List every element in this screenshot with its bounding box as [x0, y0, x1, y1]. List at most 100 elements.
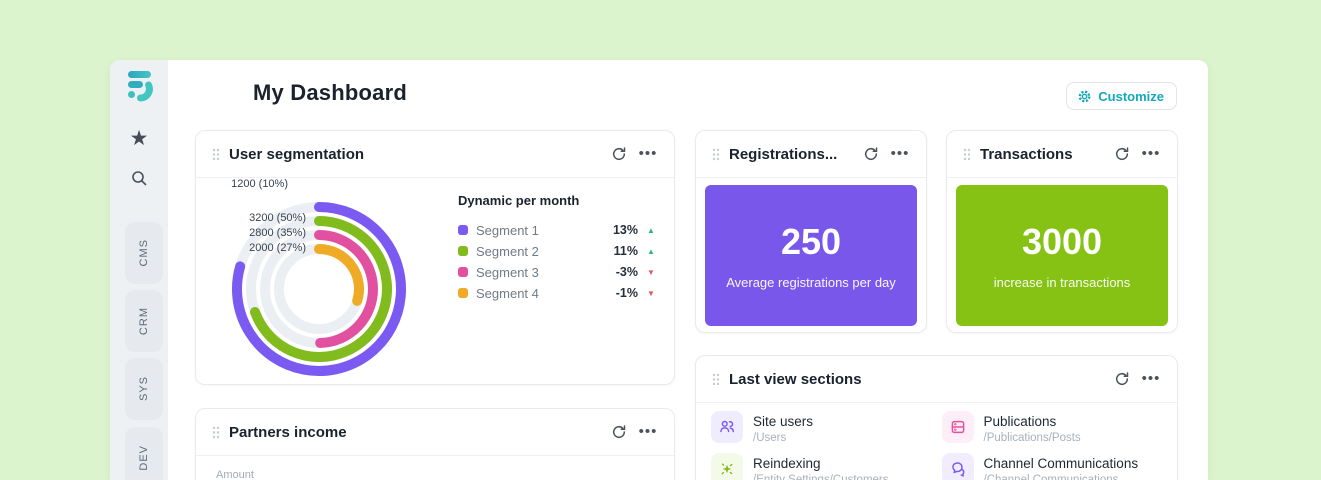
app-window: ★ CMS CRM SYS DEV My Dashboard Customize…	[110, 60, 1208, 480]
refresh-button[interactable]	[609, 144, 629, 164]
stat-caption: Average registrations per day	[726, 275, 896, 290]
y-axis-label: Amount	[216, 469, 254, 480]
logo-icon	[128, 71, 153, 102]
sparkle-icon	[711, 453, 743, 480]
card-user-segmentation: User segmentation ••• 3200 (50%) 2800 (3…	[195, 130, 675, 385]
drag-handle-icon[interactable]	[963, 148, 971, 161]
refresh-icon	[1115, 147, 1129, 160]
legend-label: Segment 3	[476, 264, 539, 280]
item-path: /Entity Settings/Customers	[753, 474, 889, 480]
drag-handle-icon[interactable]	[712, 373, 720, 386]
item-path: /Users	[753, 432, 787, 444]
drag-handle-icon[interactable]	[212, 148, 220, 161]
card-title: Transactions	[980, 145, 1073, 163]
drag-handle-icon[interactable]	[712, 148, 720, 161]
registrations-stat-block: 250 Average registrations per day	[705, 185, 917, 326]
card-title: Registrations...	[729, 145, 838, 163]
legend-row: Segment 1 13% ▲	[458, 222, 656, 238]
item-path: /Publications/Posts	[983, 432, 1081, 444]
chat-bubbles-icon	[941, 453, 974, 480]
ring-value-label: 1200 (10%)	[231, 178, 288, 190]
page-title: My Dashboard	[253, 80, 407, 105]
refresh-button[interactable]	[861, 144, 881, 164]
stat-value: 250	[780, 221, 842, 262]
legend-label: Segment 4	[476, 285, 539, 301]
legend-marker	[458, 246, 468, 256]
item-path: /Channel Communications	[983, 474, 1119, 480]
list-item-reindexing[interactable]: Reindexing /Entity Settings/Customers	[711, 453, 932, 480]
card-header: User segmentation •••	[196, 131, 674, 178]
legend-row: Segment 2 11% ▲	[458, 243, 656, 259]
legend-row: Segment 3 -3% ▼	[458, 264, 656, 280]
last-view-grid: Site users /Users Publications /Publicat…	[711, 411, 1162, 480]
sidebar-tab-crm[interactable]: CRM	[125, 290, 163, 352]
tab-label: CMS	[138, 239, 150, 267]
legend-row: Segment 4 -1% ▼	[458, 285, 656, 301]
tab-label: CRM	[138, 306, 150, 336]
gear-icon	[1078, 90, 1091, 102]
legend-label: Segment 2	[476, 243, 539, 259]
favorites-star-icon[interactable]: ★	[129, 126, 149, 150]
app-logo[interactable]	[121, 68, 157, 109]
card-registrations: Registrations... ••• 250 Average registr…	[695, 130, 927, 333]
card-title: Partners income	[229, 423, 347, 441]
search-icon[interactable]	[110, 163, 168, 193]
customize-label: Customize	[1098, 88, 1164, 104]
refresh-icon	[1115, 372, 1129, 385]
card-title: Last view sections	[729, 370, 862, 388]
refresh-button[interactable]	[1112, 369, 1132, 389]
card-transactions: Transactions ••• 3000 increase in transa…	[946, 130, 1178, 333]
page-header: My Dashboard Customize	[253, 80, 1178, 116]
list-item-publications[interactable]: Publications /Publications/Posts	[941, 411, 1163, 444]
tab-label: SYS	[138, 376, 150, 402]
card-last-view-sections: Last view sections •••	[695, 355, 1178, 480]
trend-arrow-icon: ▼	[647, 267, 655, 277]
item-label: Site users	[753, 414, 814, 429]
trend-arrow-icon: ▲	[647, 225, 655, 235]
customize-button[interactable]: Customize	[1066, 82, 1177, 110]
card-partners-income: Partners income ••• Amount	[195, 408, 675, 480]
legend-marker	[458, 288, 468, 298]
radial-segmentation-chart	[232, 202, 406, 376]
legend-marker	[458, 267, 468, 277]
more-menu-button[interactable]: •••	[1141, 370, 1161, 387]
legend-value: -3%	[615, 265, 638, 279]
legend-title: Dynamic per month	[458, 193, 580, 208]
sidebar-tab-dev[interactable]: DEV	[125, 427, 163, 480]
legend-value: 13%	[612, 223, 638, 237]
users-icon	[711, 411, 743, 443]
card-title: User segmentation	[229, 145, 365, 163]
sidebar: ★ CMS CRM SYS DEV	[110, 60, 168, 480]
stat-caption: increase in transactions	[993, 275, 1131, 290]
sidebar-tab-sys[interactable]: SYS	[125, 358, 163, 420]
stat-value: 3000	[1021, 221, 1103, 262]
legend-value: -1%	[615, 286, 638, 300]
trend-arrow-icon: ▼	[647, 288, 655, 298]
list-item-site-users[interactable]: Site users /Users	[711, 411, 932, 444]
more-menu-button[interactable]: •••	[890, 145, 910, 162]
refresh-button[interactable]	[1112, 144, 1132, 164]
refresh-icon	[864, 147, 878, 160]
drag-handle-icon[interactable]	[212, 426, 220, 439]
more-menu-button[interactable]: •••	[1141, 145, 1161, 162]
legend-label: Segment 1	[476, 222, 539, 238]
sidebar-tab-cms[interactable]: CMS	[125, 222, 163, 284]
item-label: Channel Communications	[983, 456, 1139, 471]
chart-legend: Dynamic per month Segment 1 13% ▲ Segmen…	[458, 193, 656, 306]
ring-value-label: 3200 (50%)	[249, 212, 306, 224]
item-label: Publications	[983, 414, 1057, 429]
trend-arrow-icon: ▲	[647, 246, 655, 256]
more-menu-button[interactable]: •••	[638, 423, 658, 440]
card-header: Transactions •••	[947, 131, 1177, 178]
item-label: Reindexing	[753, 456, 821, 471]
card-header: Partners income •••	[196, 409, 674, 456]
list-item-channel-communications[interactable]: Channel Communications /Channel Communic…	[941, 453, 1163, 480]
ring-value-label: 2000 (27%)	[249, 242, 306, 254]
card-header: Last view sections •••	[696, 356, 1177, 403]
publications-icon	[941, 411, 974, 443]
card-header: Registrations... •••	[696, 131, 926, 178]
more-menu-button[interactable]: •••	[638, 145, 658, 162]
legend-value: 11%	[613, 244, 638, 258]
tab-label: DEV	[138, 445, 150, 471]
refresh-button[interactable]	[609, 422, 629, 442]
